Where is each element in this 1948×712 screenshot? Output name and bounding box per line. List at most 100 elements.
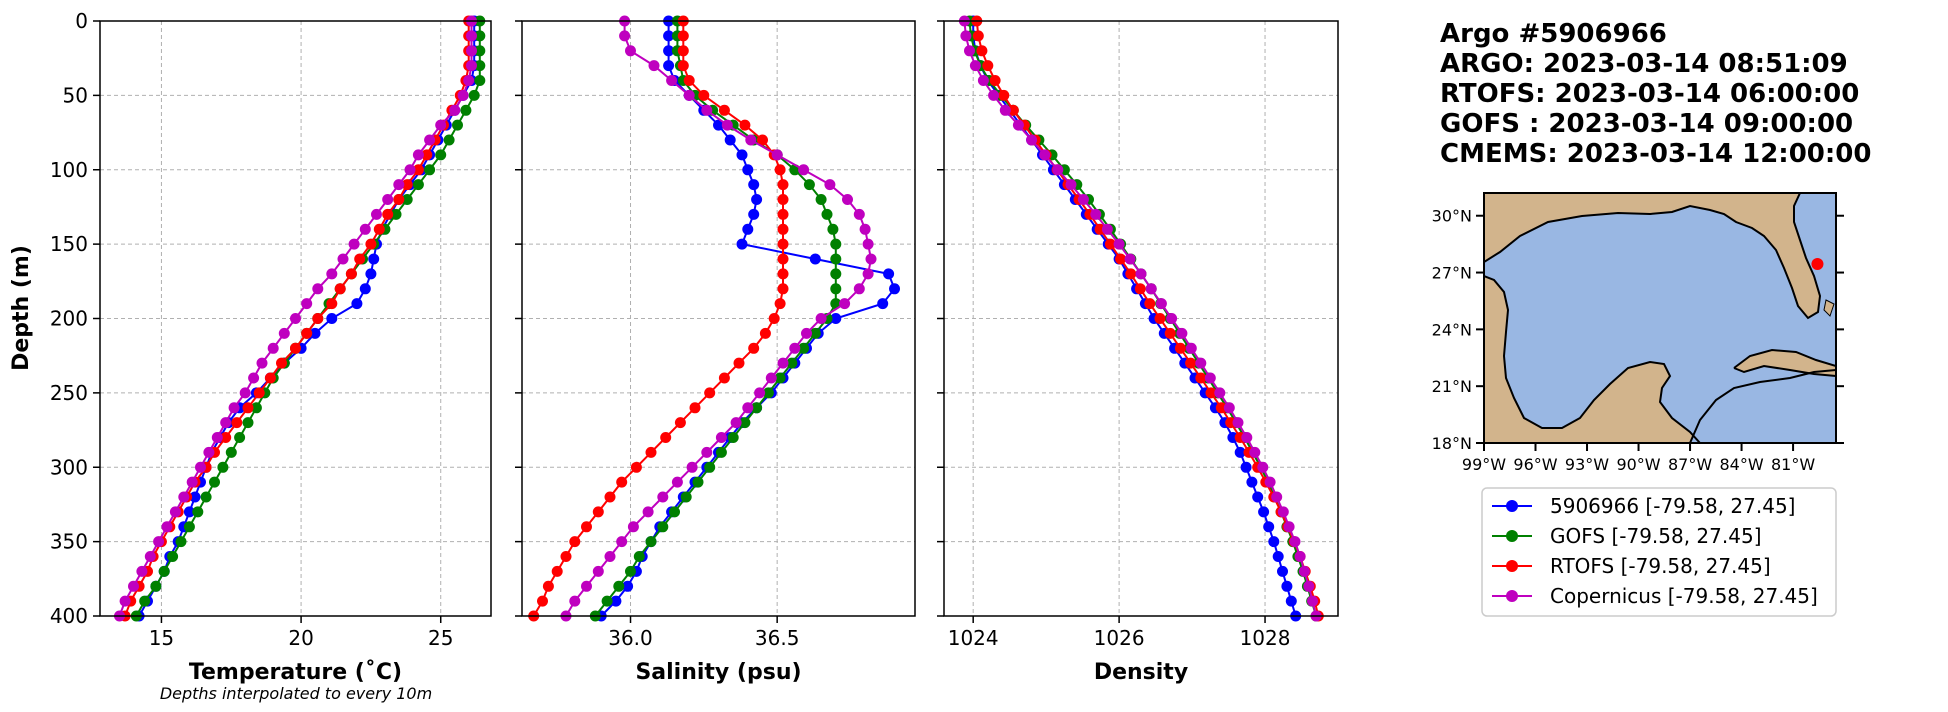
data-point-argo <box>809 253 821 265</box>
legend-marker-rtofs <box>1506 560 1518 572</box>
panel-2: 36.0 36.5 Salinity (psu) <box>515 15 916 685</box>
y-tick-label: 150 <box>50 232 88 256</box>
title-line-1: Argo #5906966 <box>1440 19 1667 49</box>
data-point-copernicus <box>730 417 742 429</box>
data-point-copernicus <box>862 268 874 280</box>
data-point-rtofs <box>989 75 1001 86</box>
data-point-copernicus <box>569 595 581 607</box>
data-point-rtofs <box>1104 238 1116 250</box>
data-point-copernicus <box>686 461 698 473</box>
data-point-gofs <box>625 565 636 577</box>
data-point-gofs <box>192 506 204 518</box>
legend-label-argo: 5906966 [-79.58, 27.45] <box>1550 494 1795 518</box>
data-point-rtofs <box>253 387 265 399</box>
data-point-copernicus <box>1077 194 1089 205</box>
legend-marker-argo <box>1506 500 1518 512</box>
x-tick-label: 1024 <box>948 626 999 650</box>
data-point-rtofs <box>777 238 789 250</box>
data-point-copernicus <box>144 551 156 562</box>
data-point-gofs <box>633 551 645 562</box>
data-point-copernicus <box>648 60 660 72</box>
data-point-rtofs <box>569 536 581 548</box>
data-point-copernicus <box>312 283 324 295</box>
data-point-argo <box>183 506 195 518</box>
data-point-argo <box>1268 536 1280 548</box>
data-point-rtofs <box>616 476 628 488</box>
data-point-copernicus <box>1026 134 1038 146</box>
data-point-rtofs <box>312 313 324 324</box>
data-point-rtofs <box>276 357 287 369</box>
data-point-copernicus <box>1271 491 1283 503</box>
data-point-copernicus <box>256 357 268 369</box>
lon-tick-label: 90°W <box>1616 455 1660 474</box>
data-point-copernicus <box>1185 342 1197 354</box>
data-point-copernicus <box>248 372 260 384</box>
data-point-rtofs <box>373 223 385 235</box>
data-point-copernicus <box>278 327 290 339</box>
y-tick-label: 250 <box>50 381 88 405</box>
data-point-rtofs <box>537 595 548 607</box>
data-point-copernicus <box>239 387 251 399</box>
data-point-copernicus <box>1249 446 1261 458</box>
data-point-argo <box>663 45 675 57</box>
y-tick-label: 200 <box>50 307 88 331</box>
data-point-gofs <box>830 283 842 295</box>
data-point-argo <box>663 60 675 72</box>
data-point-gofs <box>474 75 486 86</box>
data-point-copernicus <box>815 313 827 324</box>
data-point-rtofs <box>976 45 988 57</box>
data-point-rtofs <box>1115 253 1127 265</box>
data-point-gofs <box>250 402 262 414</box>
title-line-4: GOFS : 2023-03-14 09:00:00 <box>1440 109 1853 139</box>
gulf-water <box>1484 193 1836 443</box>
data-point-copernicus <box>960 30 972 42</box>
data-point-rtofs <box>1154 313 1166 324</box>
data-point-gofs <box>435 149 447 161</box>
data-point-copernicus <box>977 75 989 86</box>
data-point-copernicus <box>1298 565 1310 577</box>
lon-tick-label: 93°W <box>1565 455 1609 474</box>
data-point-copernicus <box>412 149 424 161</box>
data-point-gofs <box>601 595 613 607</box>
data-point-gofs <box>645 536 657 548</box>
data-point-rtofs <box>412 164 424 176</box>
data-point-rtofs <box>972 30 984 42</box>
data-point-rtofs <box>581 521 592 533</box>
data-point-gofs <box>242 417 254 429</box>
data-point-argo <box>368 253 380 265</box>
legend-marker-gofs <box>1506 530 1518 542</box>
data-point-gofs <box>452 119 463 131</box>
data-point-copernicus <box>359 223 371 235</box>
y-tick-label: 300 <box>50 455 88 479</box>
data-point-argo <box>736 238 748 250</box>
data-point-gofs <box>443 134 455 146</box>
data-point-gofs <box>158 565 170 577</box>
data-point-copernicus <box>186 476 198 488</box>
data-point-copernicus <box>625 45 636 57</box>
x-axis-label: Density <box>1094 660 1188 685</box>
data-point-rtofs <box>1205 387 1217 399</box>
data-point-rtofs <box>733 357 745 369</box>
data-point-gofs <box>474 30 486 42</box>
data-point-rtofs <box>998 89 1010 101</box>
data-point-copernicus <box>604 551 616 562</box>
series-copernicus <box>560 15 877 622</box>
lon-tick-label: 96°W <box>1513 455 1557 474</box>
data-point-rtofs <box>365 238 377 250</box>
data-point-copernicus <box>337 253 349 265</box>
title-block: Argo #5906966 ARGO: 2023-03-14 08:51:09 … <box>1440 19 1871 169</box>
data-point-copernicus <box>798 164 810 176</box>
data-point-rtofs <box>354 253 366 265</box>
legend-label-gofs: GOFS [-79.58, 27.45] <box>1550 524 1762 548</box>
data-point-copernicus <box>701 104 713 116</box>
x-axis-label: Temperature (˚C) <box>189 660 402 685</box>
data-point-argo <box>748 208 760 220</box>
data-point-copernicus <box>424 134 436 146</box>
data-point-copernicus <box>666 75 678 86</box>
data-point-rtofs <box>1144 298 1156 310</box>
data-point-rtofs <box>1134 283 1146 295</box>
data-point-rtofs <box>382 208 394 220</box>
data-point-rtofs <box>220 432 232 443</box>
data-point-rtofs <box>645 446 657 458</box>
